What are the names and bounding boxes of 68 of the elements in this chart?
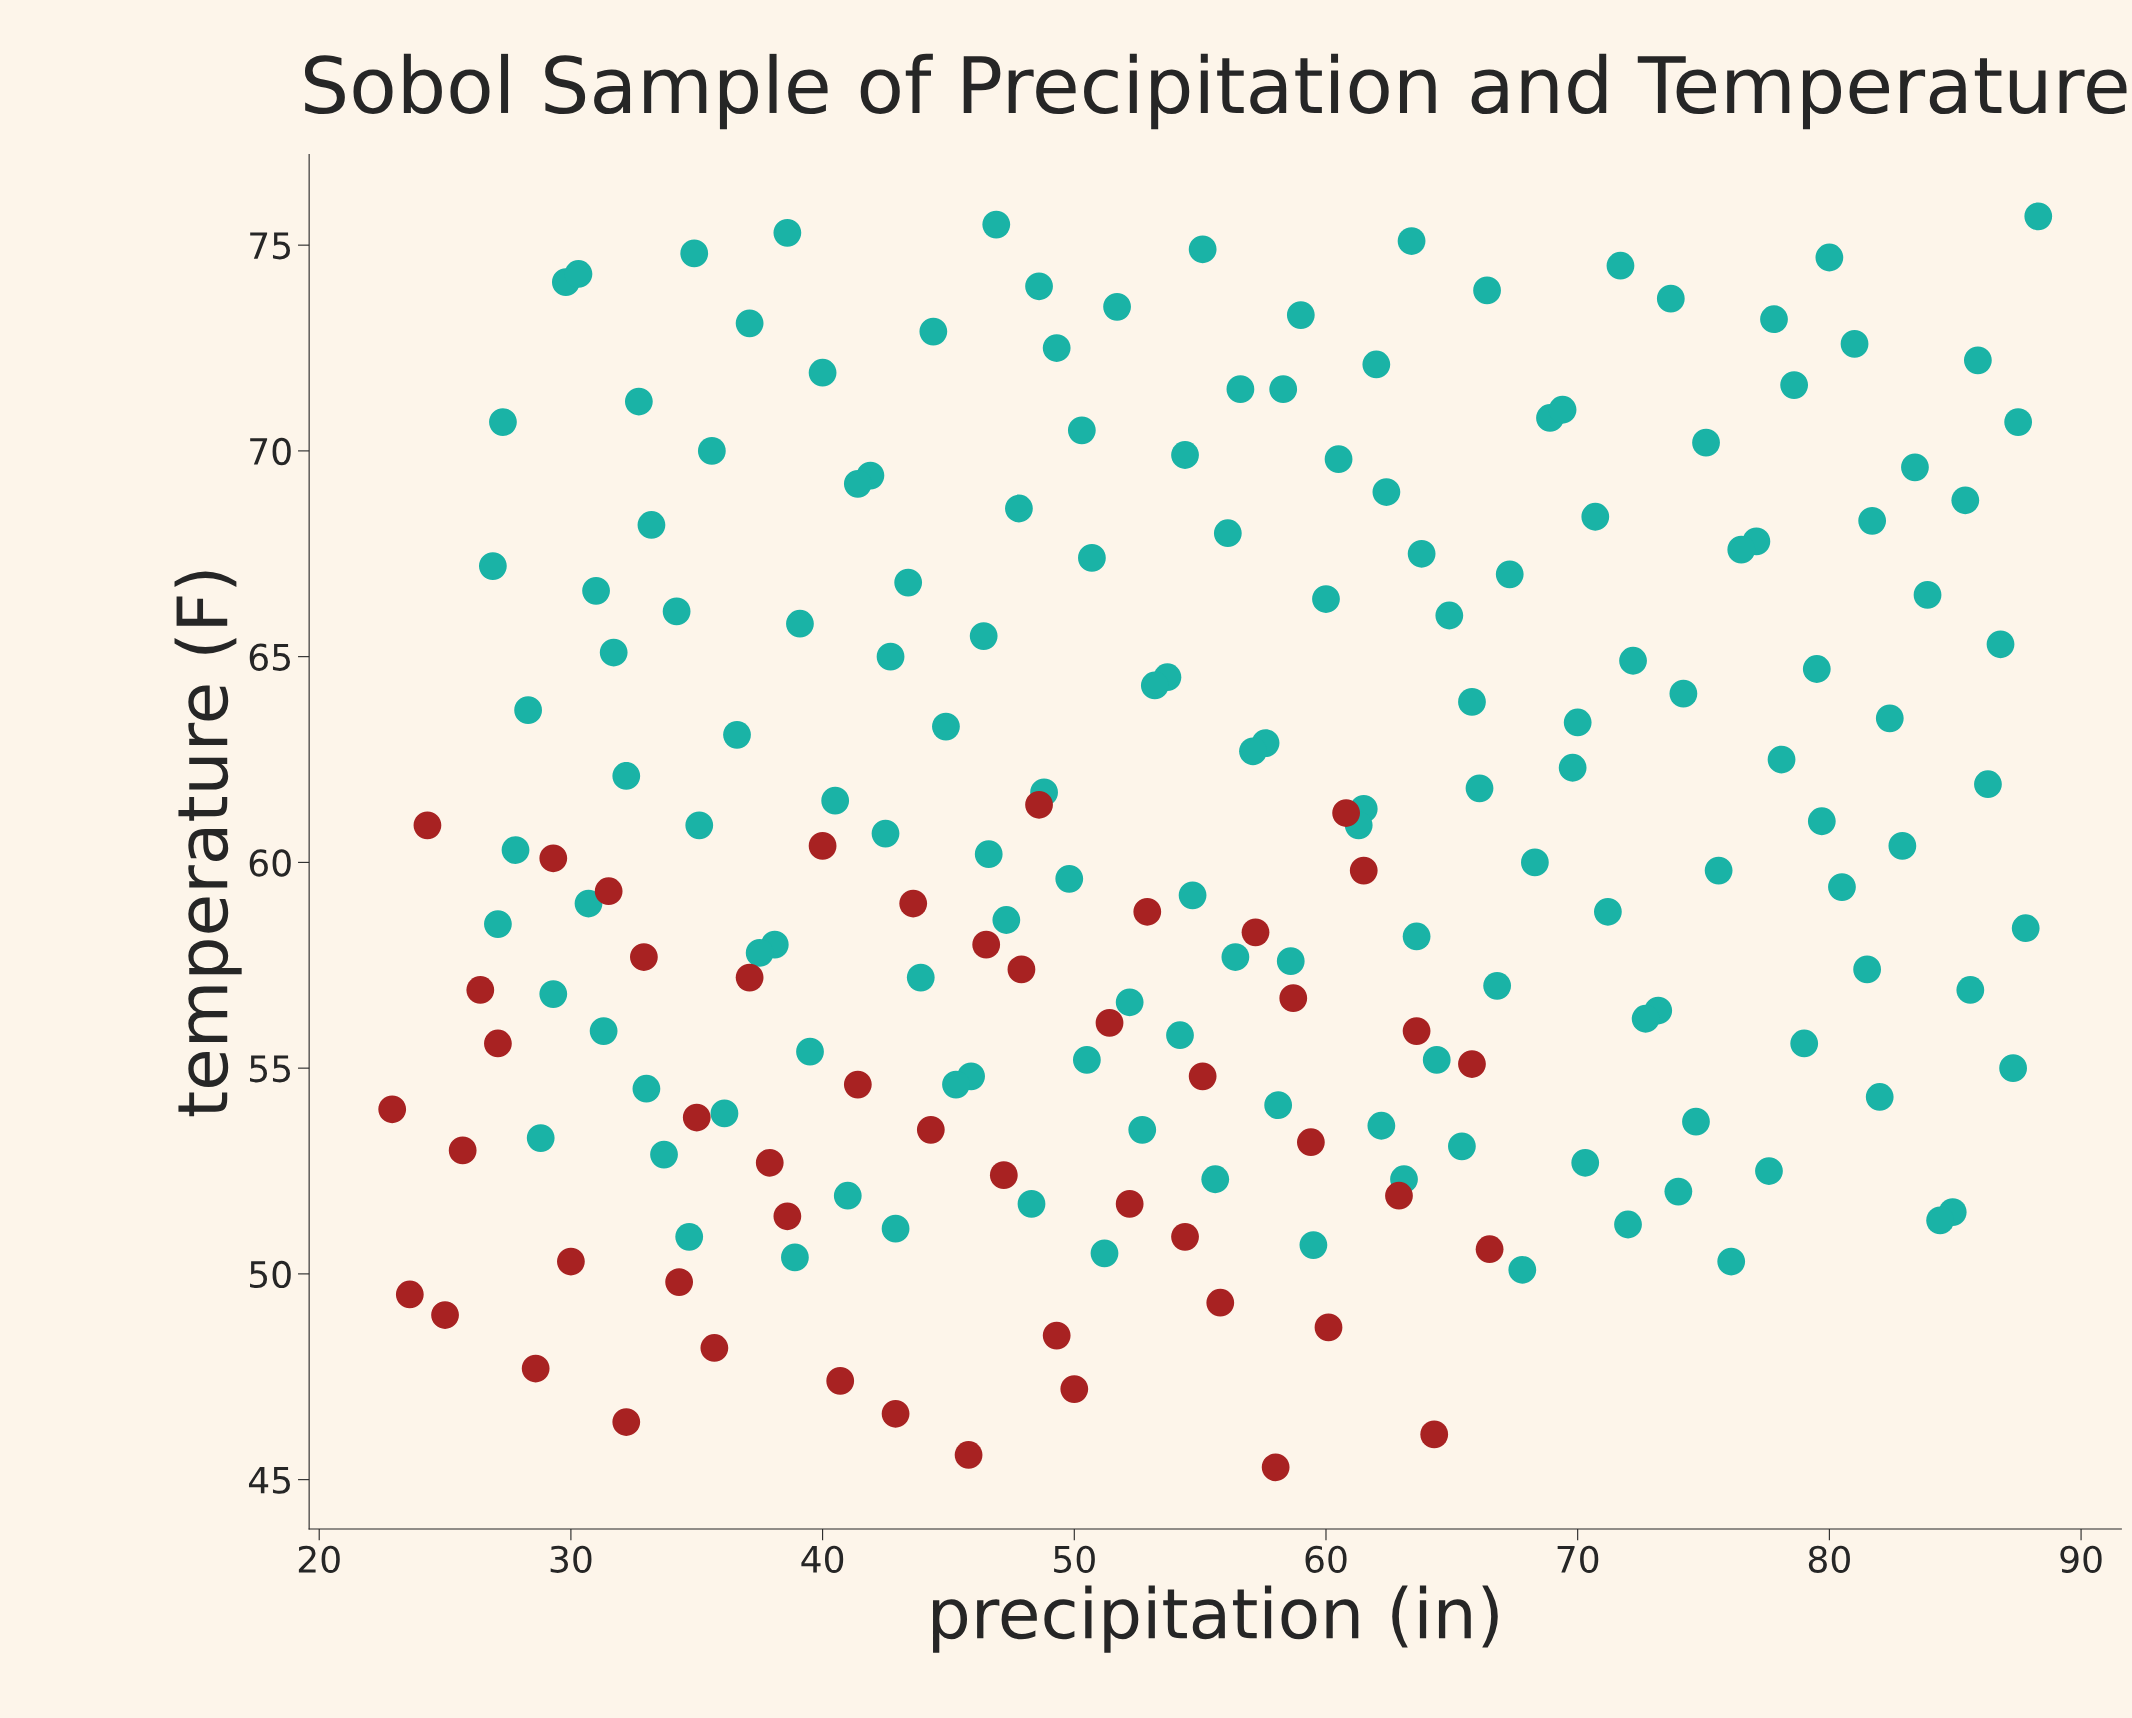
point [378, 1095, 407, 1124]
point [755, 1148, 784, 1177]
point [916, 1115, 945, 1144]
point [1279, 984, 1308, 1013]
point [1420, 1420, 1449, 1449]
point [1385, 1181, 1413, 1210]
x-tick-label: 80 [1808, 1545, 1850, 1573]
point [1060, 1375, 1089, 1403]
point [881, 1399, 910, 1428]
point [700, 1334, 729, 1362]
point [954, 1441, 983, 1469]
point [413, 811, 442, 840]
point [395, 1280, 424, 1309]
x-tick-label: 20 [298, 1545, 340, 1573]
point [1458, 1050, 1486, 1078]
y-tick-label: 50 [250, 1260, 291, 1289]
point [1261, 1453, 1290, 1482]
point [539, 844, 568, 873]
x-tick-label: 90 [2060, 1545, 2102, 1573]
point [1349, 856, 1378, 885]
x-tick-label: 40 [801, 1545, 844, 1573]
y-tick-label: 60 [249, 849, 291, 877]
point [1475, 1235, 1504, 1264]
x-tick-label: 50 [1054, 1545, 1095, 1573]
point [972, 930, 1001, 959]
point [1332, 799, 1361, 827]
point [1007, 955, 1036, 984]
y-tick-label: 45 [248, 1467, 291, 1494]
y-tick-label: 55 [250, 1055, 291, 1083]
point [1133, 897, 1162, 926]
point [1206, 1288, 1235, 1317]
point [1402, 1017, 1431, 1045]
y-axis-title: temperature (F) [174, 571, 242, 1117]
point [989, 1161, 1018, 1190]
x-tick-label: 60 [1305, 1545, 1347, 1573]
x-axis-title: precipitation (in) [933, 1585, 1498, 1653]
y-tick-label: 75 [250, 232, 291, 260]
point [826, 1366, 855, 1395]
point [1314, 1313, 1343, 1342]
x-tick-label: 30 [550, 1545, 592, 1573]
point [448, 1136, 477, 1165]
point [1296, 1128, 1325, 1157]
x-tick-label: 70 [1557, 1545, 1599, 1573]
point [773, 1202, 802, 1231]
point [1241, 918, 1270, 947]
point [1171, 1222, 1199, 1251]
point [1042, 1321, 1071, 1350]
point [665, 1268, 694, 1297]
chart-title: Sobol Sample of Precipitation and Temperature [304, 53, 2127, 130]
point [521, 1354, 550, 1383]
point [1025, 790, 1053, 819]
point [899, 889, 928, 918]
point [735, 963, 764, 992]
point [843, 1070, 872, 1099]
point [557, 1247, 585, 1276]
point [466, 976, 495, 1004]
point [612, 1408, 641, 1436]
point [431, 1301, 459, 1329]
y-tick-label: 70 [250, 437, 291, 466]
point [630, 943, 658, 971]
point [594, 877, 623, 906]
point [1115, 1190, 1144, 1218]
point [1095, 1008, 1124, 1037]
point [682, 1103, 711, 1132]
point [808, 832, 837, 860]
point [484, 1029, 512, 1058]
point [1188, 1062, 1217, 1091]
y-tick-label: 65 [249, 643, 291, 671]
